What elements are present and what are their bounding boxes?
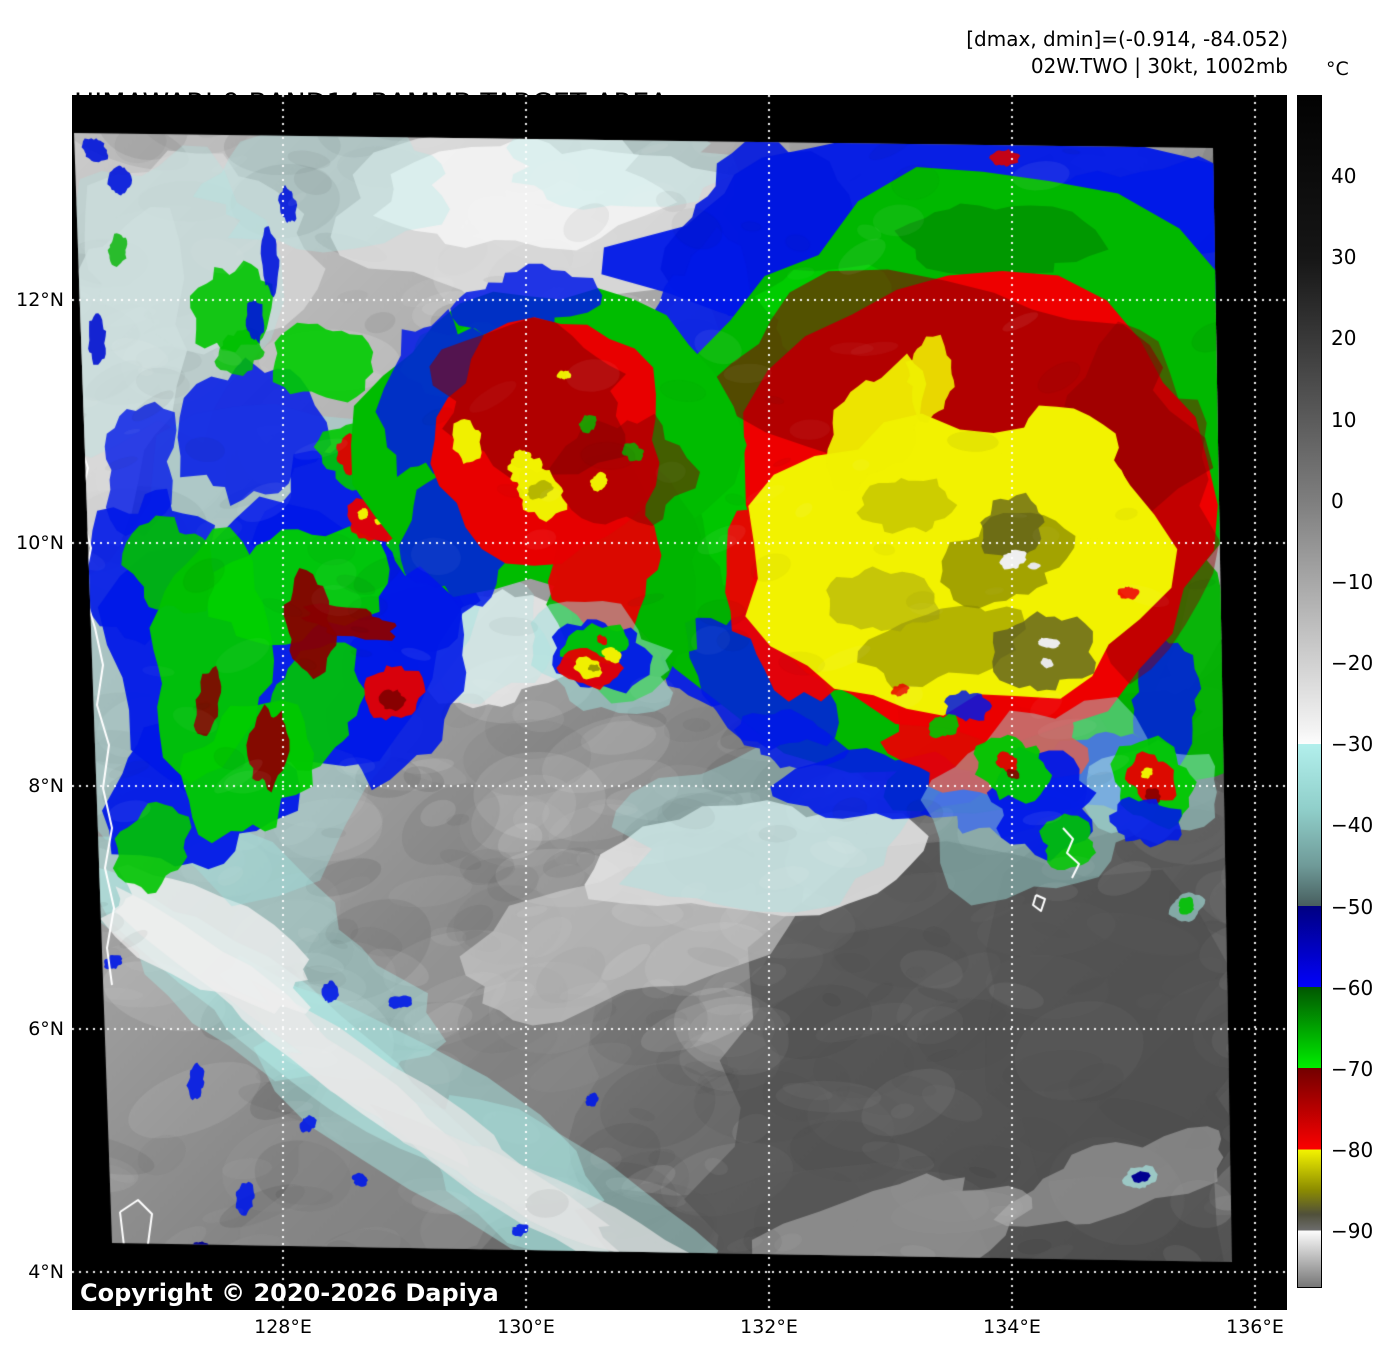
- colorbar-tick-label: −90: [1331, 1219, 1374, 1244]
- colorbar-tick-label: −70: [1331, 1056, 1374, 1081]
- temperature-colorbar: [1297, 95, 1322, 1288]
- satellite-image-canvas: [72, 95, 1287, 1310]
- x-tick-label: 128°E: [254, 1316, 312, 1338]
- storm-info-annotation: 02W.TWO | 30kt, 1002mb: [1030, 54, 1288, 78]
- y-tick-label: 4°N: [28, 1261, 64, 1283]
- colorbar-tick-label: 40: [1331, 164, 1357, 189]
- colorbar-tick-label: 30: [1331, 245, 1357, 270]
- x-tick-label: 130°E: [497, 1316, 555, 1338]
- x-tick-label: 132°E: [740, 1316, 798, 1338]
- colorbar-tick-label: −20: [1331, 651, 1374, 676]
- colorbar-tick-label: −80: [1331, 1138, 1374, 1163]
- x-tick-label: 136°E: [1226, 1316, 1284, 1338]
- colorbar-tick-label: −50: [1331, 894, 1374, 919]
- colorbar-tick-label: −40: [1331, 813, 1374, 838]
- y-tick-label: 6°N: [28, 1018, 64, 1040]
- colorbar-tick-label: 20: [1331, 326, 1357, 351]
- header-annotations: [dmax, dmin]=(-0.914, -84.052) 02W.TWO |…: [966, 26, 1288, 80]
- y-tick-label: 10°N: [16, 532, 64, 554]
- satellite-map: Copyright © 2020-2026 Dapiya: [72, 95, 1287, 1310]
- colorbar-tick-label: 0: [1331, 488, 1344, 513]
- colorbar-tick-label: −60: [1331, 975, 1374, 1000]
- colorbar-unit-label: °C: [1326, 58, 1349, 80]
- colorbar-tick-label: 10: [1331, 407, 1357, 432]
- dmax-dmin-annotation: [dmax, dmin]=(-0.914, -84.052): [966, 27, 1288, 51]
- colorbar-tick-label: −30: [1331, 732, 1374, 757]
- colorbar-tick-label: −10: [1331, 569, 1374, 594]
- copyright-label: Copyright © 2020-2026 Dapiya: [80, 1279, 499, 1307]
- y-tick-label: 12°N: [16, 289, 64, 311]
- x-tick-label: 134°E: [983, 1316, 1041, 1338]
- y-tick-label: 8°N: [28, 775, 64, 797]
